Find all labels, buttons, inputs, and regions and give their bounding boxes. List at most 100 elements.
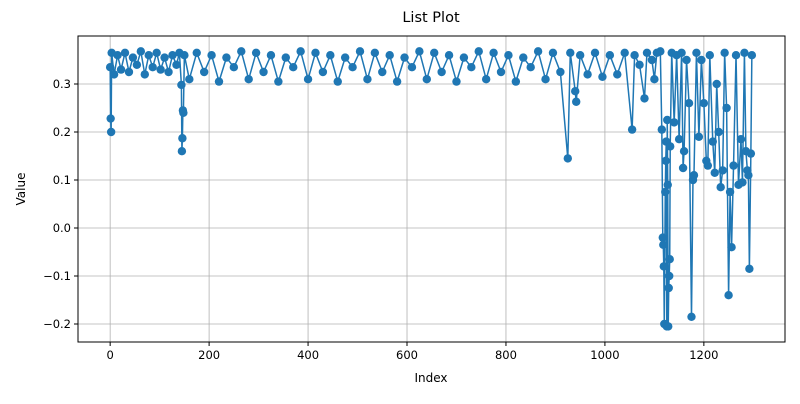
- data-point: [684, 99, 694, 108]
- data-point: [251, 48, 261, 57]
- data-point: [712, 79, 721, 89]
- data-point: [744, 171, 753, 180]
- data-point: [281, 53, 290, 62]
- data-point: [658, 233, 667, 242]
- data-point: [669, 118, 679, 127]
- data-point: [620, 48, 629, 57]
- y-axis-label: Value: [14, 173, 28, 206]
- x-axis-label: Index: [414, 371, 447, 385]
- data-point: [192, 48, 201, 57]
- data-point: [674, 135, 684, 144]
- data-point: [185, 75, 194, 84]
- data-point: [566, 48, 575, 57]
- data-point: [160, 53, 169, 62]
- plot-frame: [77, 35, 786, 343]
- data-point: [274, 77, 283, 86]
- data-point: [400, 53, 409, 62]
- data-point: [437, 67, 446, 77]
- data-point: [156, 65, 165, 74]
- data-point: [663, 115, 672, 125]
- data-point: [109, 70, 119, 79]
- data-point: [430, 48, 439, 57]
- data-point: [727, 243, 736, 252]
- data-point: [718, 166, 727, 175]
- data-point: [237, 47, 246, 56]
- data-point: [678, 163, 688, 173]
- data-point: [296, 47, 305, 56]
- data-point: [635, 60, 644, 69]
- data-point: [724, 291, 733, 300]
- data-point: [548, 48, 558, 57]
- data-point: [699, 99, 709, 108]
- data-point: [708, 137, 717, 146]
- data-point: [682, 55, 691, 65]
- data-point: [363, 75, 372, 84]
- data-point: [355, 47, 365, 56]
- data-point: [318, 67, 328, 77]
- data-point: [481, 75, 491, 84]
- data-point: [575, 51, 585, 60]
- data-point: [148, 62, 157, 72]
- data-point: [630, 51, 639, 60]
- data-point: [640, 94, 649, 103]
- data-point: [199, 67, 209, 77]
- x-tick-label: 200: [198, 348, 220, 362]
- data-point: [113, 51, 122, 60]
- data-point: [136, 47, 146, 56]
- data-point: [703, 161, 713, 170]
- x-tick-label: 1200: [689, 348, 718, 362]
- data-point: [489, 48, 498, 57]
- data-point: [370, 48, 380, 57]
- data-point: [178, 134, 187, 143]
- data-point: [177, 80, 186, 90]
- data-point: [459, 53, 469, 62]
- data-point: [106, 114, 115, 123]
- data-point: [725, 187, 735, 197]
- data-point: [656, 47, 665, 56]
- data-point: [556, 67, 565, 77]
- data-point: [642, 48, 652, 57]
- data-point: [694, 132, 704, 141]
- y-tick-label: 0.1: [53, 173, 71, 187]
- data-point: [664, 322, 673, 331]
- x-tick-label: 400: [297, 348, 319, 362]
- data-point: [259, 67, 268, 77]
- data-point: [311, 48, 320, 57]
- data-point: [722, 103, 731, 113]
- data-point: [526, 62, 535, 72]
- data-point: [348, 62, 357, 72]
- data-point: [474, 47, 483, 56]
- data-point: [467, 62, 476, 72]
- data-point: [385, 51, 394, 60]
- data-point: [207, 51, 216, 60]
- data-point: [452, 77, 461, 86]
- data-point: [627, 125, 637, 134]
- y-tick-label: −0.2: [43, 317, 71, 331]
- data-point: [266, 51, 276, 60]
- data-point: [340, 53, 350, 62]
- data-point: [541, 75, 550, 84]
- data-point: [106, 127, 116, 137]
- data-point: [179, 108, 188, 118]
- data-point: [571, 87, 580, 96]
- data-point: [152, 48, 161, 57]
- data-point: [647, 55, 657, 65]
- x-tick-label: 0: [106, 348, 113, 362]
- data-point: [422, 75, 431, 84]
- data-point: [665, 255, 674, 264]
- data-point: [746, 149, 756, 158]
- data-point: [710, 168, 719, 177]
- data-point: [657, 125, 667, 134]
- data-point: [666, 142, 675, 151]
- data-point: [745, 264, 754, 273]
- data-point: [105, 62, 115, 72]
- data-point: [736, 135, 746, 144]
- data-point: [177, 147, 187, 156]
- data-point: [120, 48, 130, 57]
- data-point: [605, 51, 615, 60]
- data-point: [720, 48, 729, 57]
- data-point: [116, 65, 126, 74]
- data-point: [697, 55, 706, 65]
- x-tick-label: 600: [396, 348, 418, 362]
- data-point: [687, 312, 696, 321]
